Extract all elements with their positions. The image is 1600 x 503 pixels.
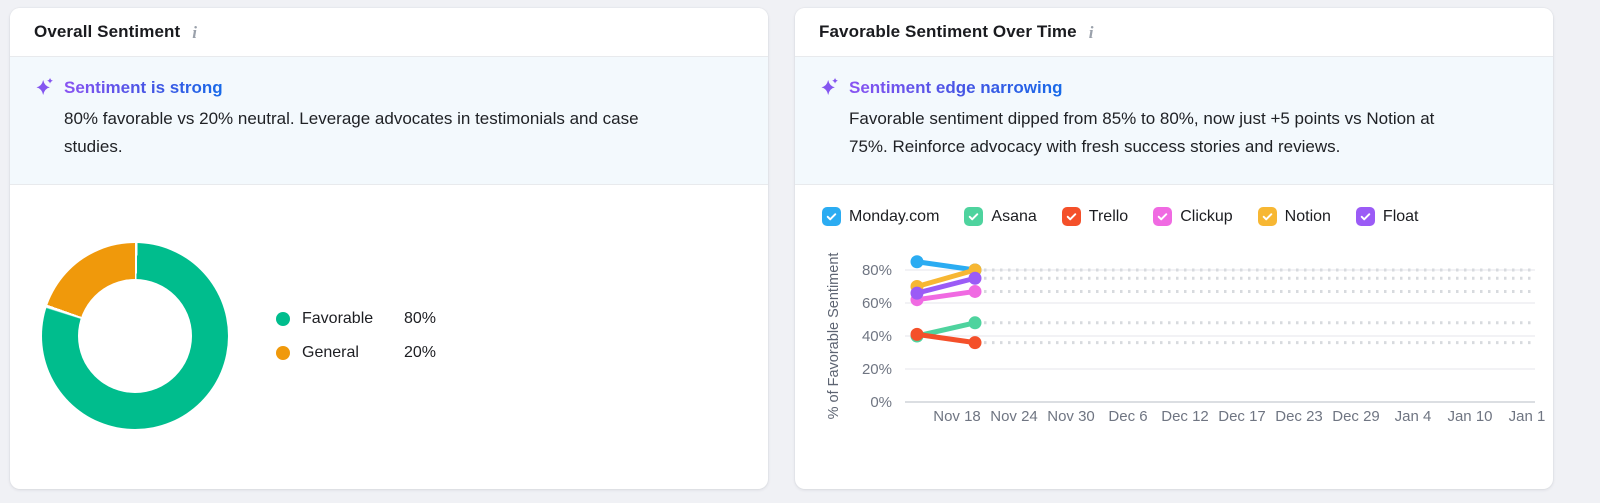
- card-title: Overall Sentiment: [34, 22, 181, 41]
- x-tick-label: Jan 1: [1509, 408, 1546, 425]
- legend-label: Notion: [1284, 207, 1331, 225]
- insight-banner: Sentiment edge narrowing Favorable senti…: [795, 57, 1553, 186]
- data-point: [968, 316, 982, 330]
- legend-value: 80%: [404, 310, 437, 328]
- insight-title: Sentiment edge narrowing: [849, 77, 1063, 97]
- x-tick-label: Dec 23: [1275, 408, 1323, 425]
- donut-legend: Favorable 80% General 20%: [276, 310, 436, 362]
- series-line-float: [914, 275, 978, 296]
- insight-banner: Sentiment is strong 80% favorable vs 20%…: [10, 57, 768, 186]
- card-title: Favorable Sentiment Over Time: [819, 22, 1077, 41]
- data-point: [968, 271, 982, 285]
- x-tick-label: Jan 4: [1395, 408, 1432, 425]
- legend-item-float[interactable]: Float: [1355, 207, 1419, 227]
- data-point: [910, 286, 924, 300]
- insight-body: 80% favorable vs 20% neutral. Leverage a…: [64, 109, 639, 156]
- y-tick-label: 80%: [862, 262, 892, 279]
- x-tick-label: Dec 29: [1332, 408, 1380, 425]
- insight-body: Favorable sentiment dipped from 85% to 8…: [849, 109, 1435, 156]
- y-axis-title: % of Favorable Sentiment: [826, 253, 842, 420]
- legend-item-notion[interactable]: Notion: [1257, 207, 1331, 227]
- info-icon[interactable]: i: [192, 22, 197, 42]
- x-tick-label: Dec 6: [1108, 408, 1147, 425]
- legend-value: 20%: [404, 344, 437, 362]
- legend-item-monday-com[interactable]: Monday.com: [822, 207, 940, 227]
- legend-item-trello[interactable]: Trello: [1061, 207, 1129, 227]
- legend-label: Monday.com: [849, 207, 940, 225]
- info-icon[interactable]: i: [1088, 22, 1094, 42]
- legend-label: Trello: [1088, 207, 1129, 225]
- sparkle-icon: [36, 77, 53, 95]
- y-tick-label: 60%: [862, 295, 892, 312]
- legend-label: Float: [1382, 207, 1419, 225]
- checkbox-checked-icon: [1355, 207, 1375, 227]
- data-point: [910, 255, 924, 269]
- data-point: [968, 285, 982, 299]
- series-legend: Monday.com Asana Trello Clickup Notion Float: [822, 207, 1553, 227]
- series-line-trello: [914, 331, 978, 346]
- overall-sentiment-card: Overall Sentiment i Sentiment is strong …: [10, 8, 768, 489]
- over-time-header: Favorable Sentiment Over Time i: [795, 8, 1553, 57]
- line-chart[interactable]: 0% 20% 40% 60% 80% Nov 18 Nov 24 Nov 30 Dec 6 Dec…: [822, 236, 1552, 441]
- favorable-sentiment-over-time-card: Favorable Sentiment Over Time i Sentimen…: [795, 8, 1553, 489]
- x-tick-label: Nov 24: [990, 408, 1038, 425]
- series-line-notion: [914, 267, 978, 290]
- legend-label: General: [302, 344, 359, 362]
- x-tick-label: Jan 10: [1447, 408, 1492, 425]
- legend-label: Favorable: [302, 310, 374, 328]
- legend-label: Asana: [991, 207, 1037, 225]
- overall-sentiment-header: Overall Sentiment i: [10, 8, 768, 57]
- legend-dot: [276, 346, 290, 361]
- legend-item-asana[interactable]: Asana: [964, 207, 1037, 227]
- x-tick-label: Nov 18: [933, 408, 981, 425]
- checkbox-checked-icon: [964, 207, 984, 227]
- insight-title: Sentiment is strong: [64, 77, 223, 97]
- x-tick-label: Dec 12: [1161, 408, 1209, 425]
- sparkle-icon: [821, 77, 838, 95]
- data-point: [968, 336, 982, 350]
- x-tick-label: Dec 17: [1218, 408, 1266, 425]
- donut-chart[interactable]: [42, 243, 228, 430]
- series-line-monday-com: [914, 259, 978, 273]
- checkbox-checked-icon: [1153, 207, 1173, 227]
- line-chart-area: Monday.com Asana Trello Clickup Notion Float …: [795, 185, 1553, 441]
- legend-label: Clickup: [1180, 207, 1233, 225]
- donut-legend-item: Favorable 80%: [276, 310, 436, 328]
- y-tick-label: 0%: [870, 394, 892, 411]
- checkbox-checked-icon: [1061, 207, 1081, 227]
- donut-chart-area: Favorable 80% General 20%: [10, 185, 768, 487]
- x-tick-label: Nov 30: [1047, 408, 1095, 425]
- legend-dot: [276, 312, 290, 327]
- data-point: [910, 327, 924, 341]
- donut-legend-item: General 20%: [276, 344, 436, 362]
- y-tick-label: 40%: [862, 328, 892, 345]
- checkbox-checked-icon: [822, 207, 841, 227]
- checkbox-checked-icon: [1257, 207, 1277, 227]
- legend-item-clickup[interactable]: Clickup: [1153, 207, 1233, 227]
- series-line-clickup: [914, 289, 978, 303]
- y-tick-label: 20%: [862, 361, 892, 378]
